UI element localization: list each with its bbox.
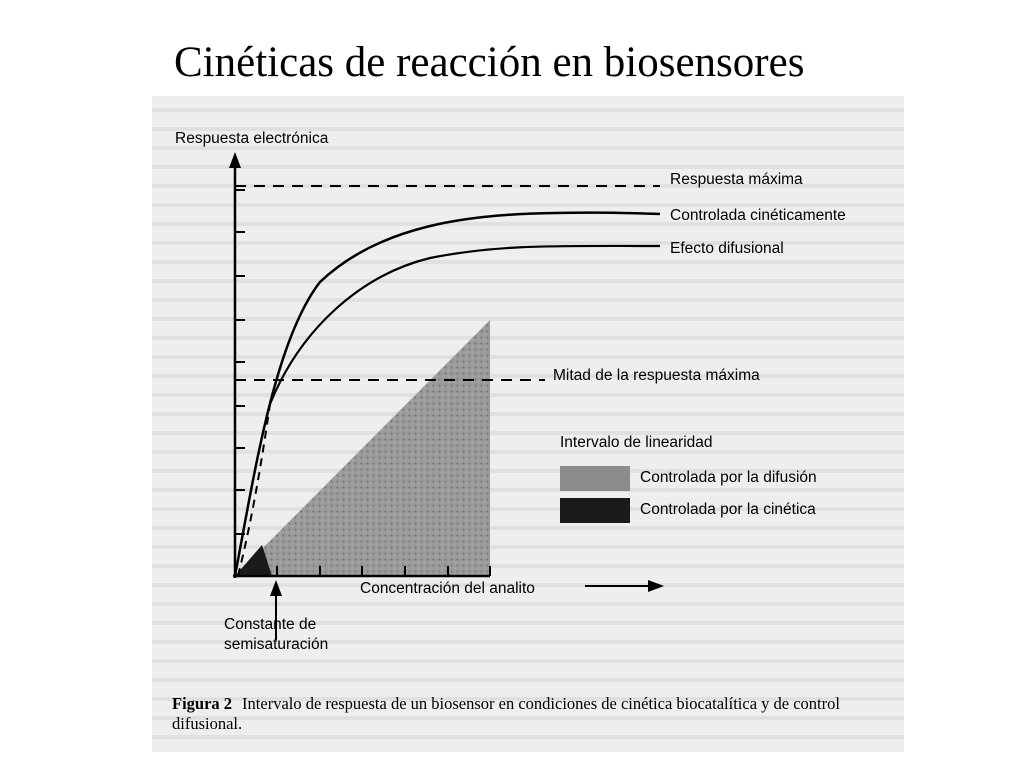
legend-kinetic-swatch [560, 498, 630, 523]
x-axis-arrow [648, 580, 664, 592]
slide-title: Cinéticas de reacción en biosensores [174, 39, 805, 86]
figure-caption: Figura 2 Intervalo de respuesta de un bio… [172, 694, 902, 734]
semisaturation-label-line2: semisaturación [224, 636, 329, 653]
y-axis-label: Respuesta electrónica [175, 130, 329, 147]
x-axis-ticks [276, 566, 491, 576]
kinetic-range-area [235, 545, 272, 576]
y-axis-arrow [229, 152, 241, 168]
kinetic-control-label: Controlada cinéticamente [670, 207, 846, 224]
legend-title: Intervalo de linearidad [560, 434, 713, 451]
legend-diffusion-swatch [560, 466, 630, 491]
caption-number: Figura 2 [172, 694, 233, 713]
diffusion-curve [268, 244, 661, 405]
kinetic-curve [233, 211, 661, 577]
semisaturation-label-line1: Constante de [224, 616, 317, 633]
linear-range-area [235, 320, 490, 576]
semisaturation-arrow [270, 580, 282, 596]
max-response-label: Respuesta máxima [670, 171, 803, 188]
legend-diffusion-label: Controlada por la difusión [640, 469, 817, 486]
y-axis-ticks [235, 189, 245, 535]
diffusion-curve-dashed [237, 403, 271, 577]
diffusion-effect-label: Efecto difusional [670, 240, 784, 257]
legend-kinetic-label: Controlada por la cinética [640, 501, 816, 518]
scanned-page-background [152, 96, 904, 752]
scan-texture [152, 96, 904, 752]
half-max-label: Mitad de la respuesta máxima [553, 367, 760, 384]
x-axis-label: Concentración del analito [360, 580, 535, 597]
caption-text: Intervalo de respuesta de un biosensor e… [172, 694, 840, 733]
